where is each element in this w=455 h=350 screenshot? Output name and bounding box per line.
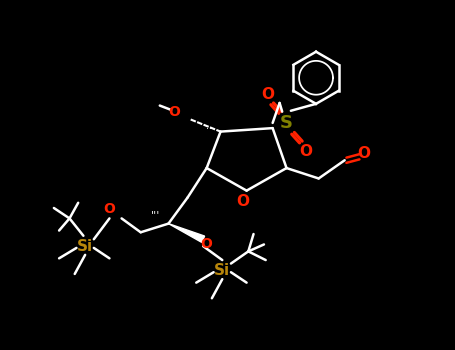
Text: O: O bbox=[261, 87, 274, 102]
Text: O: O bbox=[357, 146, 370, 161]
Text: O: O bbox=[201, 237, 212, 251]
Text: ''': ''' bbox=[151, 210, 160, 220]
Text: O: O bbox=[236, 194, 249, 209]
Polygon shape bbox=[168, 224, 205, 243]
Text: ...: ... bbox=[206, 121, 215, 131]
Text: O: O bbox=[169, 105, 181, 119]
Text: S: S bbox=[280, 114, 293, 132]
Text: Si: Si bbox=[214, 263, 230, 278]
Text: Si: Si bbox=[77, 239, 93, 254]
Text: O: O bbox=[103, 202, 116, 216]
Text: O: O bbox=[299, 144, 312, 159]
